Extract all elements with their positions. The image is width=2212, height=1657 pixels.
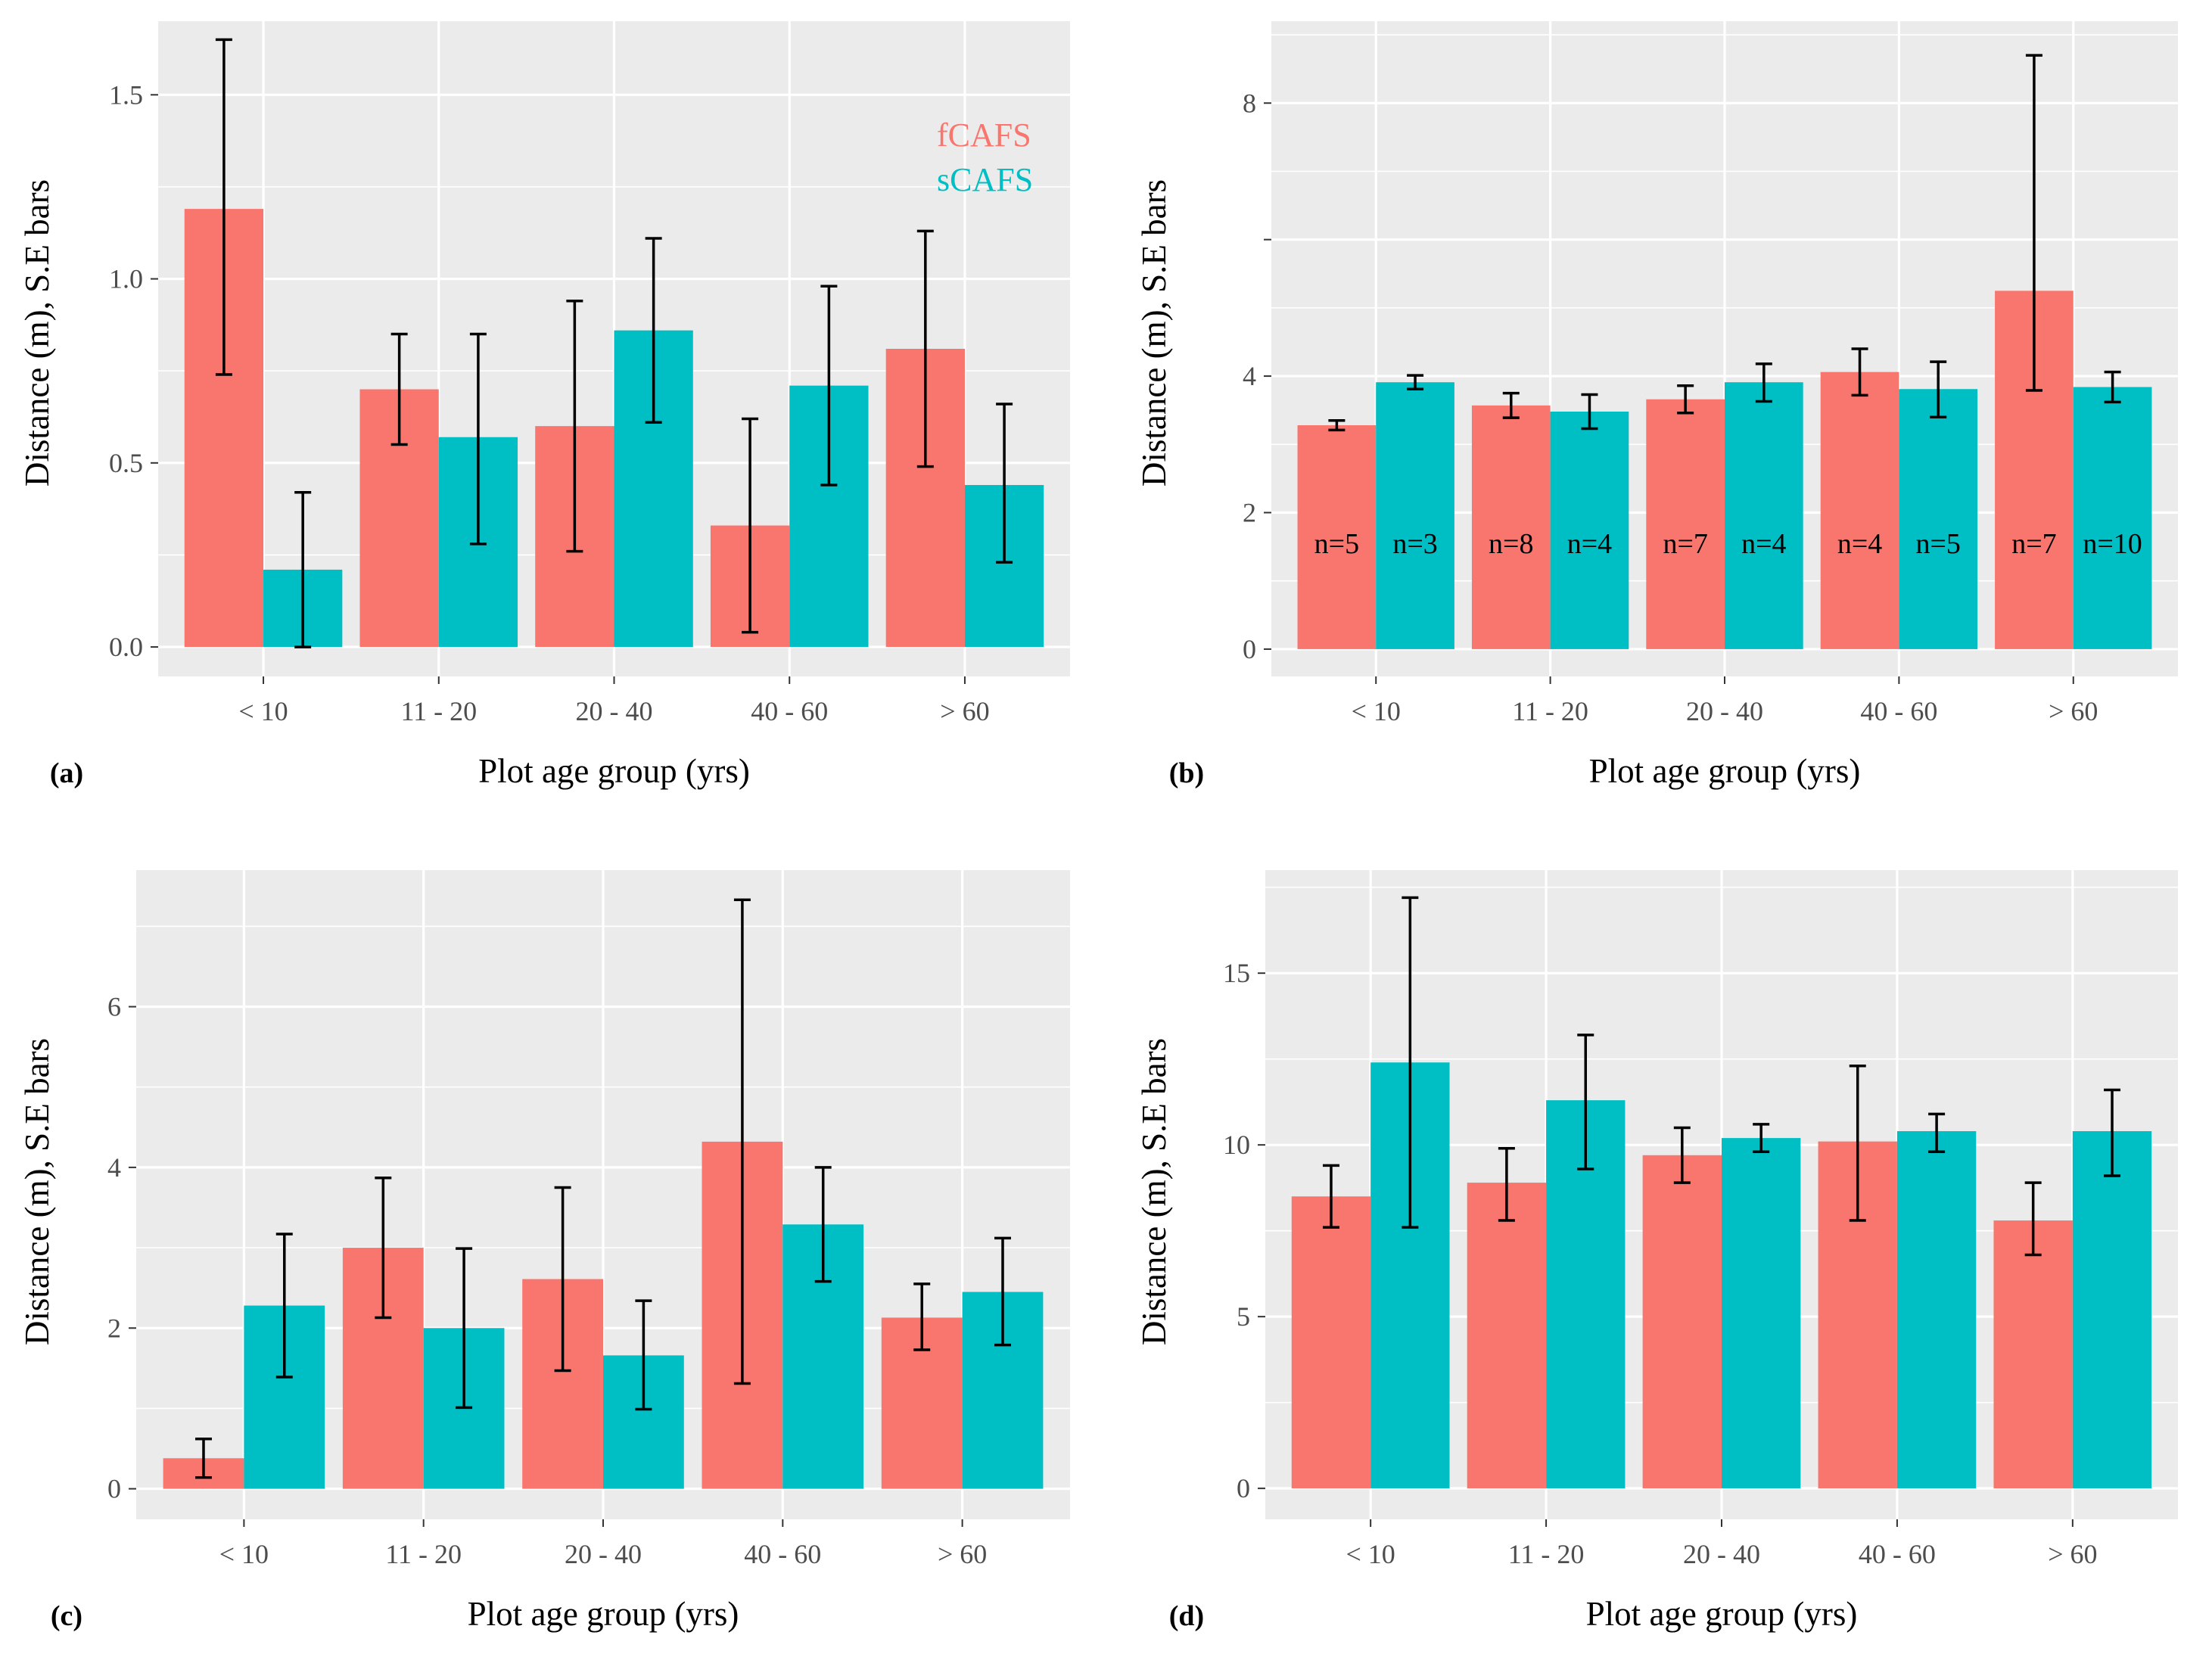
bar-fcafs-3 xyxy=(1646,399,1725,649)
y-tick-label: 4 xyxy=(1243,361,1256,391)
y-tick-label: 0.0 xyxy=(109,632,143,662)
y-tick-label: 0.5 xyxy=(109,448,143,478)
bar-fcafs-2 xyxy=(1472,406,1551,649)
x-tick-label: > 60 xyxy=(940,696,989,726)
bar-scafs-4 xyxy=(1899,389,1977,649)
x-tick-label: > 60 xyxy=(2048,1539,2097,1569)
x-tick-label: 11 - 20 xyxy=(385,1539,462,1569)
figure: 0.0 0.5 1.0 1.5 < 10 11 - 20 20 - 40 40 - 60 > 6… xyxy=(0,0,2212,1657)
x-axis-title: Plot age group (yrs) xyxy=(1589,752,1861,790)
bar-fcafs-2 xyxy=(1467,1183,1546,1488)
x-tick-label: 20 - 40 xyxy=(576,696,653,726)
x-axis-title: Plot age group (yrs) xyxy=(468,1595,739,1633)
legend-scafs: sCAFS xyxy=(937,161,1033,198)
x-tick-label: < 10 xyxy=(238,696,288,726)
sample-size-label: n=7 xyxy=(2011,528,2056,560)
x-tick-label: 11 - 20 xyxy=(1512,696,1588,726)
panel-label: (d) xyxy=(1169,1600,1204,1632)
y-tick-label: 0 xyxy=(107,1474,121,1504)
y-tick-label: 1.5 xyxy=(109,79,143,110)
x-tick-label: 20 - 40 xyxy=(1686,696,1763,726)
x-tick-label: < 10 xyxy=(219,1539,269,1569)
y-tick-label: 2 xyxy=(107,1313,121,1343)
x-tick-label: 40 - 60 xyxy=(1860,696,1937,726)
x-tick-label: < 10 xyxy=(1352,696,1401,726)
bar-scafs-4 xyxy=(1897,1131,1976,1488)
y-tick-label: 1.0 xyxy=(109,264,143,294)
y-tick-label: 10 xyxy=(1223,1130,1250,1160)
y-tick-label: 15 xyxy=(1223,958,1250,988)
y-tick-label: 4 xyxy=(107,1152,121,1183)
sample-size-label: n=4 xyxy=(1837,528,1882,560)
x-tick-label: 20 - 40 xyxy=(1683,1539,1760,1569)
panel-label: (b) xyxy=(1169,757,1204,789)
sample-size-label: n=4 xyxy=(1567,528,1612,560)
y-tick-label: 6 xyxy=(107,992,121,1022)
x-tick-label: > 60 xyxy=(938,1539,987,1569)
chart-panel-a: 0.0 0.5 1.0 1.5 < 10 11 - 20 20 - 40 40 - 60 > 6… xyxy=(18,21,1070,790)
x-tick-label: < 10 xyxy=(1346,1539,1395,1569)
y-axis-title: Distance (m), S.E bars xyxy=(18,179,56,487)
x-tick-label: 11 - 20 xyxy=(400,696,477,726)
y-tick-label: 5 xyxy=(1237,1301,1250,1332)
x-tick-label: 20 - 40 xyxy=(565,1539,642,1569)
y-tick-label: 0 xyxy=(1237,1473,1250,1503)
bar-scafs-1 xyxy=(1376,382,1454,649)
bar-scafs-5 xyxy=(2074,387,2152,649)
y-tick-label: 8 xyxy=(1243,88,1256,118)
bar-fcafs-3 xyxy=(1643,1155,1722,1488)
y-tick-label: 0 xyxy=(1243,634,1256,664)
sample-size-label: n=10 xyxy=(2083,528,2142,560)
chart-panel-d: 0 5 10 15 < 10 11 - 20 20 - 40 40 - 60 > 60 Plot … xyxy=(1135,870,2178,1633)
y-axis-title: Distance (m), S.E bars xyxy=(1135,1038,1173,1345)
bar-fcafs-4 xyxy=(1821,372,1899,649)
sample-size-label: n=7 xyxy=(1663,528,1707,560)
sample-size-label: n=8 xyxy=(1489,528,1533,560)
sample-size-label: n=3 xyxy=(1392,528,1437,560)
x-tick-label: 11 - 20 xyxy=(1508,1539,1585,1569)
sample-size-label: n=5 xyxy=(1916,528,1961,560)
panel-label: (c) xyxy=(51,1600,82,1632)
sample-size-label: n=4 xyxy=(1741,528,1786,560)
x-axis-title: Plot age group (yrs) xyxy=(478,752,750,790)
bar-fcafs-5 xyxy=(1993,1220,2072,1488)
x-tick-label: 40 - 60 xyxy=(751,696,828,726)
chart-panel-b: 0 2 4 8 n=5 n=3 n=8 n=4 n=7 n=4 n=4 n=5 n=7 n=10 < 10 1… xyxy=(1135,21,2178,790)
x-tick-label: 40 - 60 xyxy=(744,1539,821,1569)
chart-panel-c: 0 2 4 6 < 10 11 - 20 20 - 40 40 - 60 > 60 Plot ag… xyxy=(18,870,1070,1633)
panel-label: (a) xyxy=(50,757,83,789)
bar-scafs-3 xyxy=(1722,1138,1800,1488)
y-axis-title: Distance (m), S.E bars xyxy=(1135,179,1173,487)
sample-size-label: n=5 xyxy=(1314,528,1359,560)
y-tick-label: 2 xyxy=(1243,498,1256,528)
x-tick-label: > 60 xyxy=(2049,696,2098,726)
bar-scafs-3 xyxy=(1725,382,1803,649)
y-axis-title: Distance (m), S.E bars xyxy=(18,1038,56,1345)
legend-fcafs: fCAFS xyxy=(937,117,1031,154)
x-axis-title: Plot age group (yrs) xyxy=(1586,1595,1858,1633)
bar-fcafs-1 xyxy=(1292,1196,1370,1488)
x-tick-label: 40 - 60 xyxy=(1859,1539,1936,1569)
bar-scafs-5 xyxy=(2073,1131,2151,1488)
